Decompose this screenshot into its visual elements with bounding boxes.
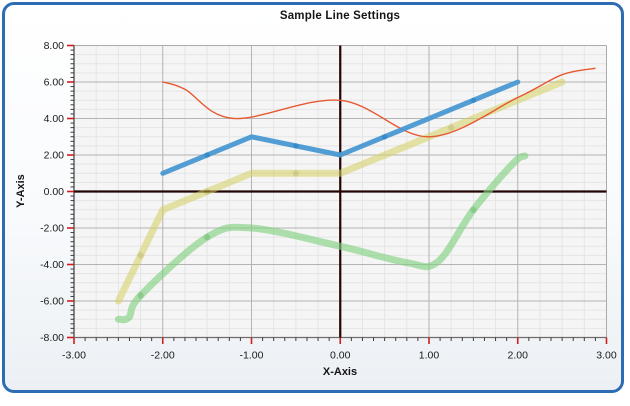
svg-text:-2.00: -2.00 — [40, 223, 64, 235]
svg-text:-6.00: -6.00 — [40, 296, 64, 308]
svg-text:8.00: 8.00 — [44, 40, 65, 52]
svg-text:6.00: 6.00 — [44, 77, 65, 89]
y-axis-label: Y-Axis — [15, 174, 27, 208]
svg-text:3.00: 3.00 — [596, 350, 617, 362]
svg-text:1.00: 1.00 — [419, 350, 440, 362]
svg-text:-1.00: -1.00 — [240, 350, 264, 362]
svg-text:-4.00: -4.00 — [40, 259, 64, 271]
chart-title: Sample Line Settings — [279, 10, 401, 22]
svg-text:2.00: 2.00 — [508, 350, 529, 362]
svg-text:-2.00: -2.00 — [151, 350, 175, 362]
svg-text:4.00: 4.00 — [44, 113, 65, 125]
svg-text:-3.00: -3.00 — [62, 350, 86, 362]
svg-text:0.00: 0.00 — [330, 350, 351, 362]
x-axis-label: X-Axis — [322, 366, 358, 378]
svg-text:2.00: 2.00 — [44, 150, 65, 162]
svg-text:-8.00: -8.00 — [40, 332, 64, 344]
svg-text:0.00: 0.00 — [44, 186, 65, 198]
